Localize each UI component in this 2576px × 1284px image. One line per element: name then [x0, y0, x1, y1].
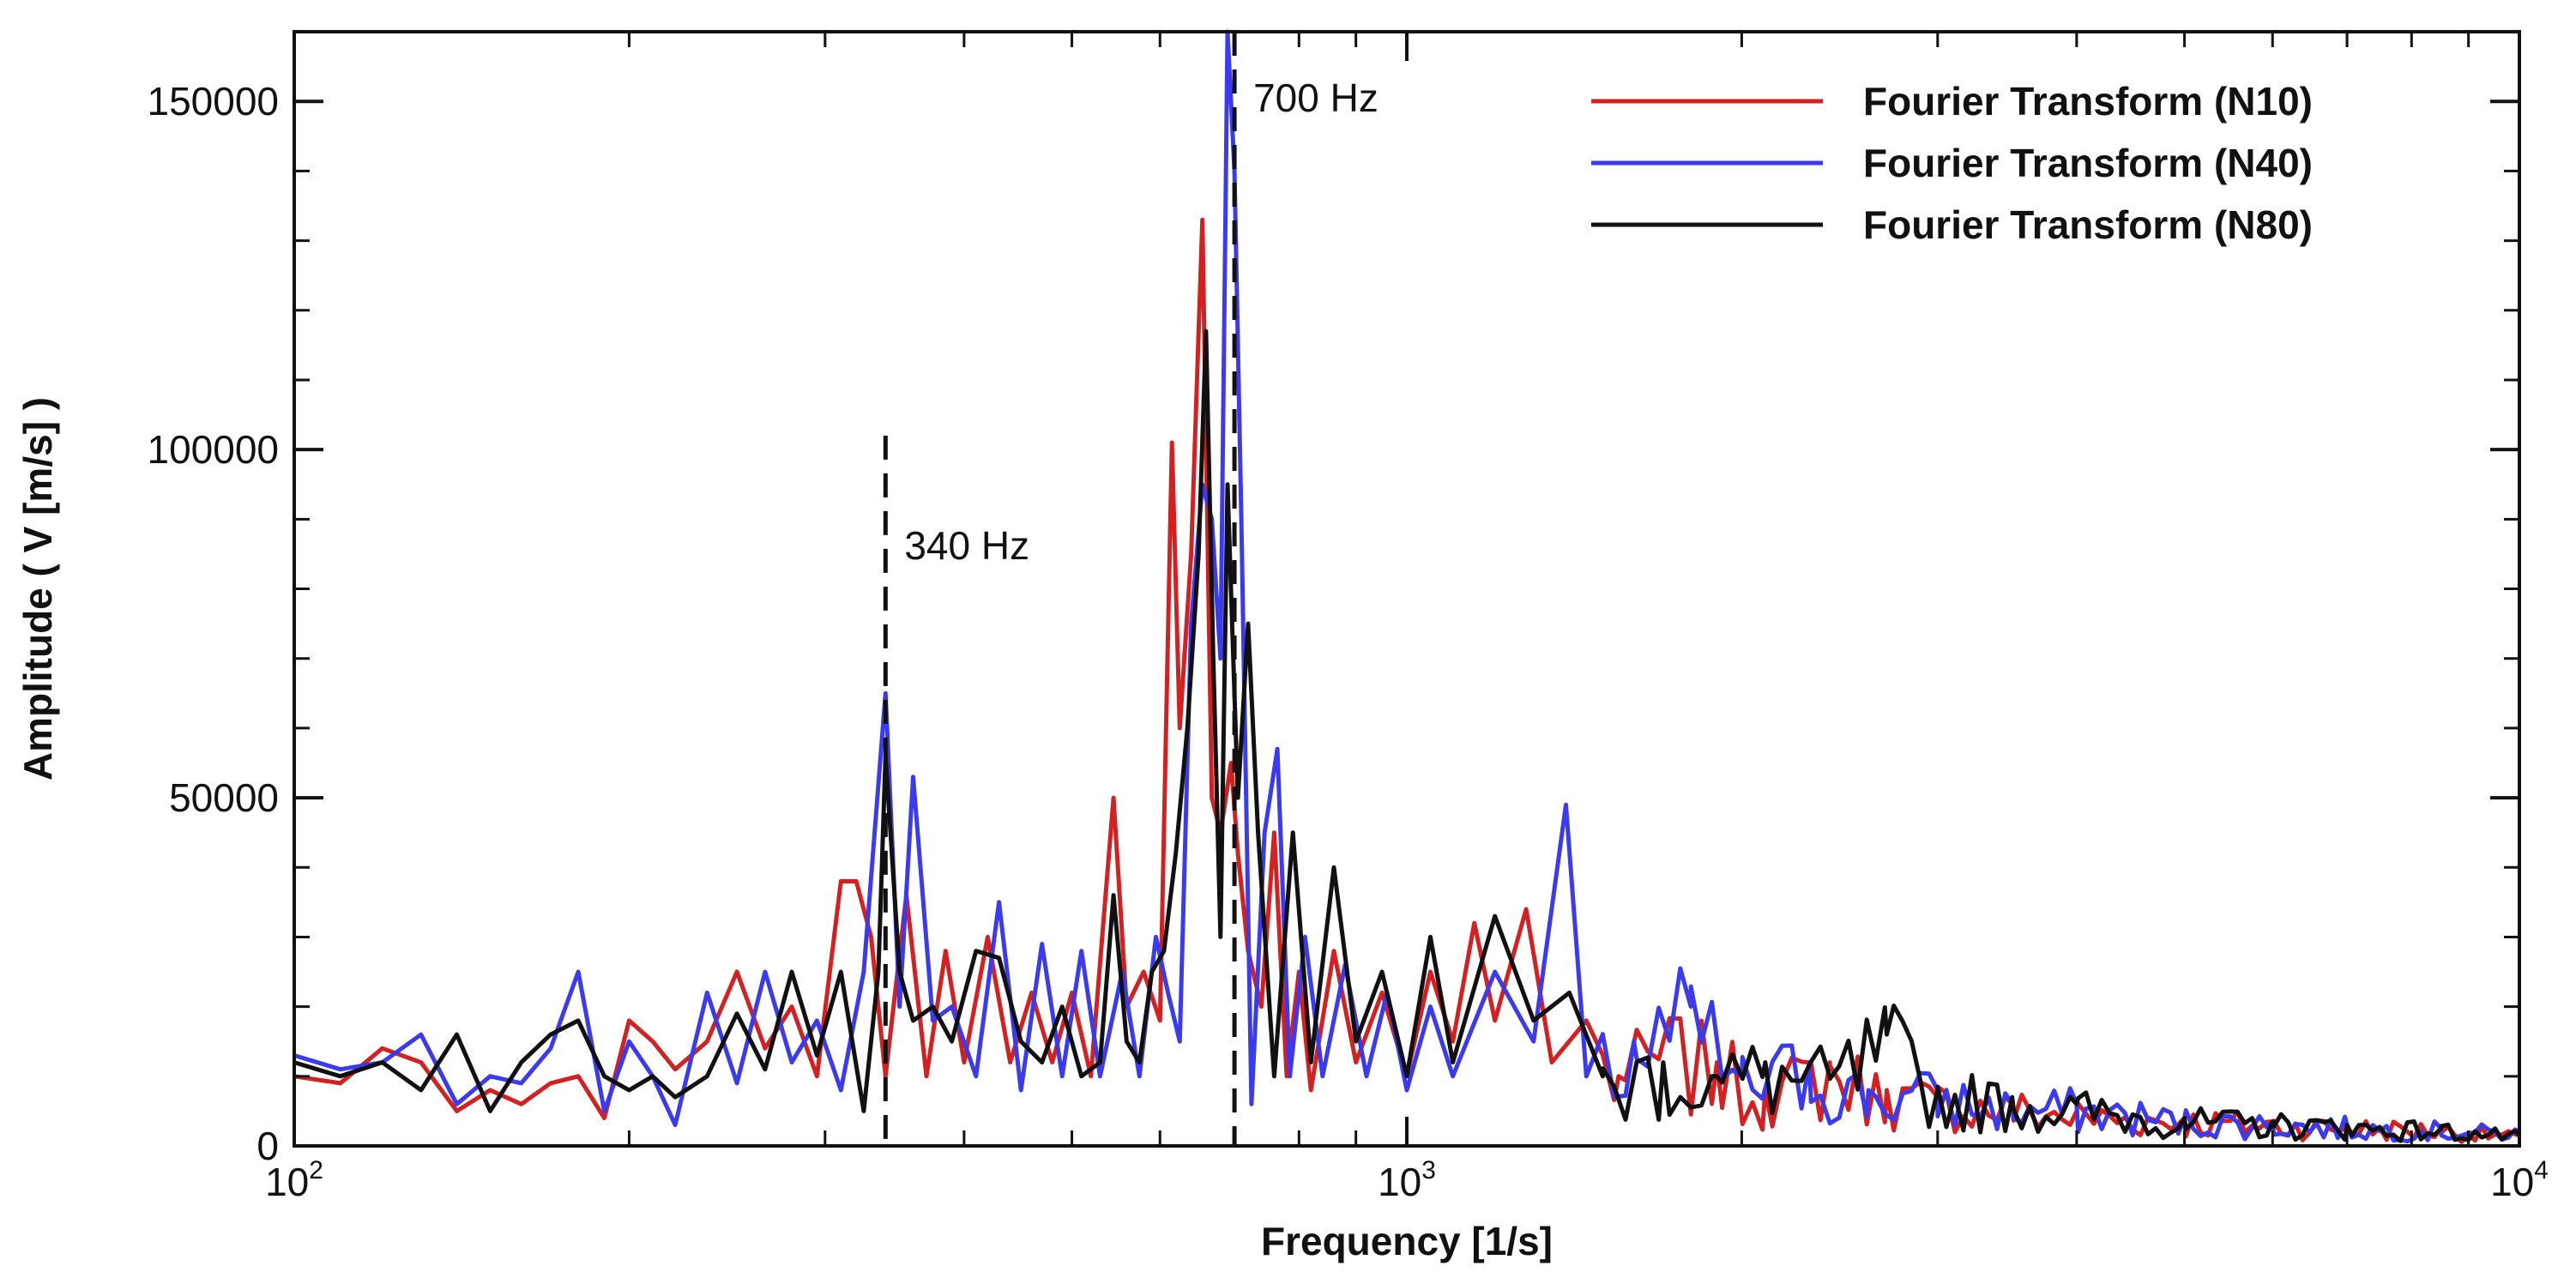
y-tick-label: 50000 — [169, 775, 279, 820]
plot-frame-rect — [293, 30, 2521, 1148]
annotation-label-340-hz: 340 Hz — [904, 523, 1029, 568]
y-tick-label: 0 — [256, 1124, 279, 1168]
x-tick-label: 103 — [1378, 1156, 1436, 1204]
series-line-n40 — [293, 29, 2521, 1144]
x-tick-exponent: 2 — [309, 1156, 323, 1185]
x-tick-label: 102 — [265, 1156, 323, 1204]
y-tick-label: 100000 — [148, 427, 280, 472]
y-axis-title: Amplitude ( V [m/s] ) — [15, 397, 60, 781]
series-layer — [293, 29, 2521, 1144]
x-tick-exponent: 4 — [2534, 1156, 2549, 1185]
x-tick-exponent: 3 — [1421, 1156, 1436, 1185]
annotation-label-700-hz: 700 Hz — [1253, 75, 1378, 120]
legend-label-2: Fourier Transform (N80) — [1863, 202, 2313, 247]
annotation-layer: 340 Hz 700 Hz — [883, 32, 1378, 1146]
series-line-n80 — [293, 329, 2521, 1143]
legend-label-1: Fourier Transform (N40) — [1863, 141, 2313, 185]
x-axis-title: Frequency [1/s] — [1261, 1219, 1553, 1263]
y-tick-label: 150000 — [148, 79, 280, 124]
plot-frame — [293, 30, 2521, 1148]
x-tick-label: 104 — [2490, 1156, 2549, 1204]
series-line-n10 — [293, 217, 2520, 1144]
legend-label-0: Fourier Transform (N10) — [1863, 79, 2313, 124]
legend: Fourier Transform (N10) Fourier Transform… — [1591, 79, 2313, 247]
tick-layer: 0 50000 100000 150000 102 103 104 — [148, 32, 2549, 1204]
